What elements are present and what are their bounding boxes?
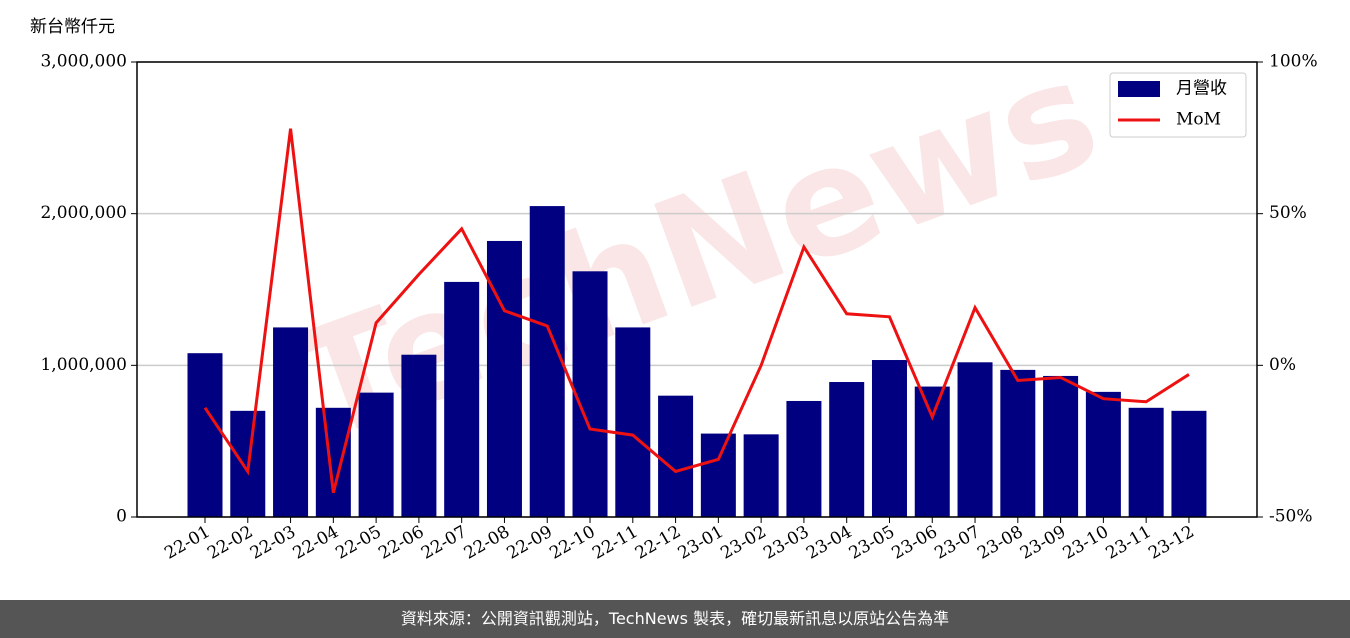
bar: [700, 433, 736, 517]
bar: [658, 395, 694, 517]
bar: [529, 206, 565, 518]
x-tick-label: 22-12: [632, 522, 684, 564]
bar: [273, 327, 309, 517]
bar: [187, 353, 223, 517]
bar: [829, 382, 865, 517]
x-tick-label: 22-07: [418, 522, 470, 564]
bar: [1085, 391, 1121, 517]
bar: [957, 362, 993, 517]
y-tick-label: 1,000,000: [40, 355, 127, 375]
bar: [1000, 369, 1036, 517]
x-tick-label: 23-06: [889, 522, 941, 564]
bar: [358, 392, 394, 517]
bar: [572, 271, 608, 517]
y-tick-label: 0: [116, 507, 127, 527]
x-tick-label: 23-11: [1102, 522, 1154, 564]
y2-tick-label: 0%: [1269, 355, 1296, 375]
bar: [914, 386, 950, 517]
bar: [486, 240, 522, 517]
x-tick-label: 23-03: [760, 522, 812, 564]
x-tick-label: 22-11: [589, 522, 641, 564]
legend-label: 月營收: [1176, 79, 1227, 99]
y-axis-label: 新台幣仟元: [30, 17, 115, 37]
bar: [871, 360, 907, 517]
plot-frame: [136, 61, 1258, 518]
chart: 新台幣仟元 TechNews 01,000,0002,000,0003,000,…: [30, 17, 1318, 564]
bar: [743, 434, 779, 517]
x-tick-label: 23-04: [803, 522, 855, 564]
x-tick-label: 22-08: [461, 522, 513, 564]
x-tick-label: 23-01: [675, 522, 727, 564]
y2-tick-label: -50%: [1269, 507, 1313, 527]
y2-tick-label: 100%: [1269, 52, 1318, 72]
footer: 資料來源：公開資訊觀測站，TechNews 製表，確切最新訊息以原站公告為準: [0, 600, 1350, 638]
bar: [1043, 375, 1079, 517]
x-tick-label: 23-08: [974, 522, 1026, 564]
x-tick-label: 22-03: [247, 522, 299, 564]
x-tick-label: 23-05: [846, 522, 898, 564]
x-tick-label: 23-09: [1017, 522, 1069, 564]
x-tick-label: 23-12: [1145, 522, 1197, 564]
y2-tick-label: 50%: [1269, 203, 1307, 223]
x-tick-label: 22-01: [161, 522, 213, 564]
legend-label: MoM: [1176, 110, 1221, 130]
x-tick-label: 22-04: [290, 522, 342, 564]
x-tick-label: 22-09: [504, 522, 556, 564]
bar: [315, 407, 351, 517]
bar: [1128, 407, 1164, 517]
x-tick-label: 22-02: [204, 522, 256, 564]
x-tick-label: 22-06: [375, 522, 427, 564]
x-tick-label: 23-10: [1060, 522, 1112, 564]
x-tick-label: 23-02: [717, 522, 769, 564]
bar: [786, 400, 822, 517]
mom-line: [203, 128, 1190, 494]
x-tick-label: 22-10: [546, 522, 598, 564]
legend-swatch: [1118, 81, 1160, 97]
x-tick-label: 23-07: [931, 522, 983, 564]
y-tick-label: 3,000,000: [40, 52, 127, 72]
x-tick-label: 22-05: [332, 522, 384, 564]
bar: [1171, 410, 1207, 517]
bar: [615, 327, 651, 517]
bar: [444, 281, 480, 517]
bar: [401, 354, 437, 517]
y-tick-label: 2,000,000: [40, 203, 127, 223]
